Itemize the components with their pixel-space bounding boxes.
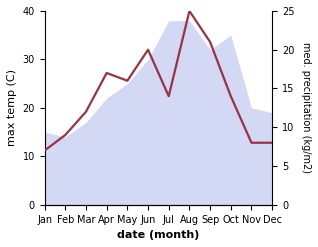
X-axis label: date (month): date (month)	[117, 230, 200, 240]
Y-axis label: max temp (C): max temp (C)	[7, 69, 17, 146]
Y-axis label: med. precipitation (kg/m2): med. precipitation (kg/m2)	[301, 42, 311, 173]
